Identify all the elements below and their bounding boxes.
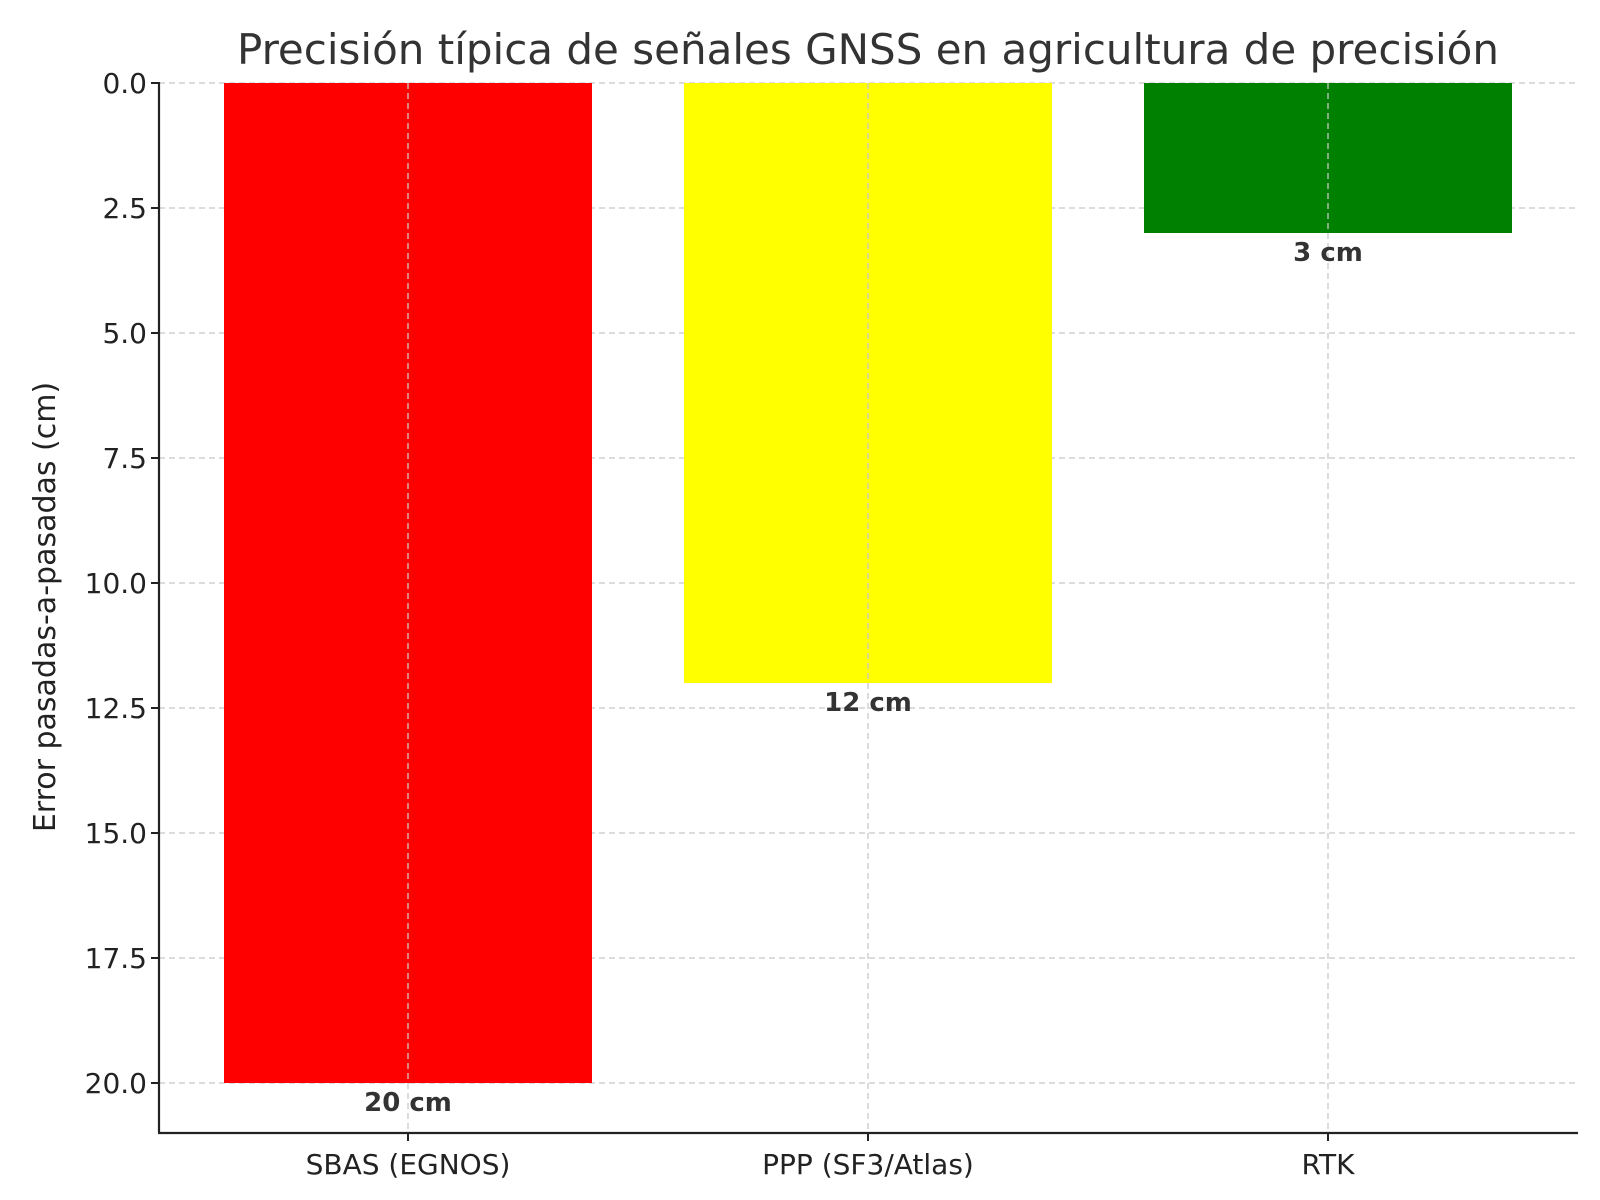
y-tick-label: 17.5: [85, 942, 147, 975]
data-label: 20 cm: [364, 1088, 452, 1118]
data-labels: 20 cm 12 cm 3 cm: [364, 238, 1363, 1118]
y-ticks: 0.0 2.5 5.0 7.5 10.0 12.5 15.0 17.5 20.0: [85, 67, 159, 1100]
y-tick-label: 7.5: [102, 442, 147, 475]
y-axis-label: Error pasadas-a-pasadas (cm): [28, 382, 63, 832]
x-tick-label: PPP (SF3/Atlas): [762, 1148, 974, 1181]
x-tick-label: RTK: [1302, 1148, 1356, 1181]
chart-title: Precisión típica de señales GNSS en agri…: [237, 25, 1499, 74]
y-tick-label: 12.5: [85, 692, 147, 725]
data-label: 3 cm: [1293, 238, 1363, 268]
y-tick-label: 5.0: [102, 317, 147, 350]
x-tick-label: SBAS (EGNOS): [306, 1148, 511, 1181]
y-tick-label: 15.0: [85, 817, 147, 850]
x-ticks: SBAS (EGNOS) PPP (SF3/Atlas) RTK: [306, 1133, 1355, 1181]
vertical-grid: [407, 83, 1329, 1133]
data-label: 12 cm: [824, 688, 912, 718]
y-tick-label: 20.0: [85, 1067, 147, 1100]
y-tick-label: 2.5: [102, 192, 147, 225]
y-tick-label: 10.0: [85, 567, 147, 600]
y-tick-label: 0.0: [102, 67, 147, 100]
